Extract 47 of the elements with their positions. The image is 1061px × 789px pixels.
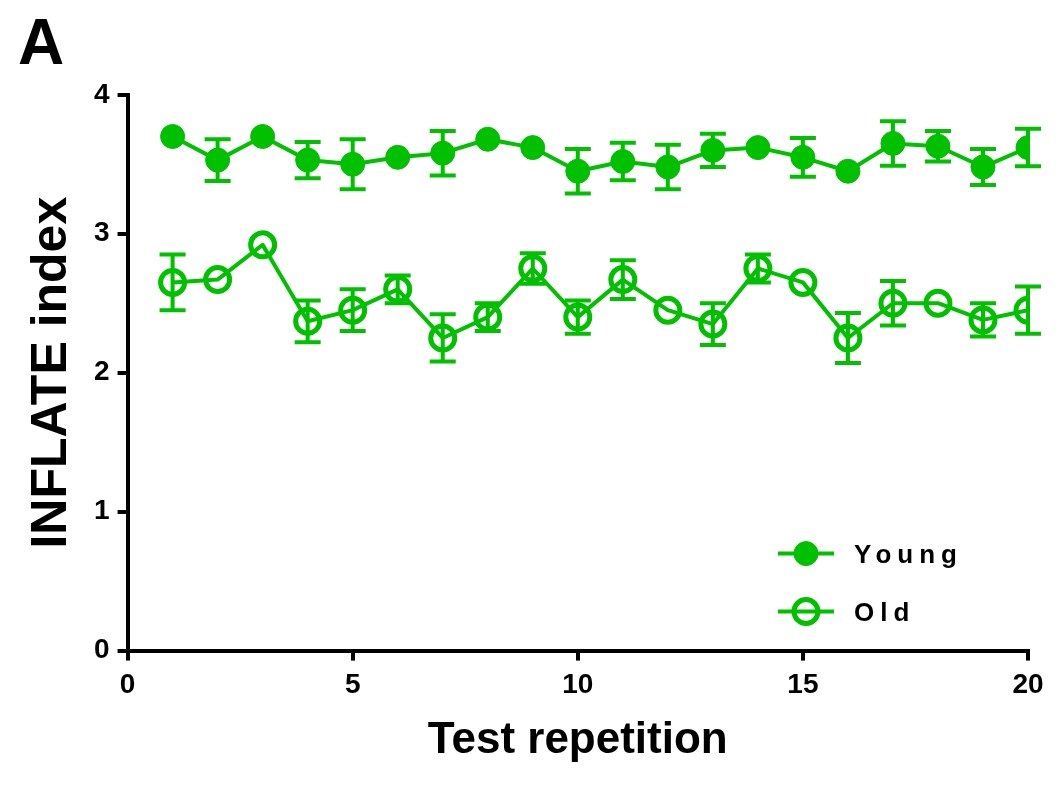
y-tick-label: 0 [93, 633, 110, 665]
point [923, 288, 953, 318]
point [203, 265, 233, 295]
point [878, 288, 908, 318]
point [698, 309, 728, 339]
point [160, 123, 186, 149]
x-axis-title: Test repetition [427, 712, 728, 762]
point [880, 130, 906, 156]
x-tick-label: 20 [1012, 668, 1044, 700]
point [653, 295, 683, 325]
legend-label: Old [854, 596, 916, 627]
point [700, 137, 726, 163]
point [293, 306, 323, 336]
point [610, 149, 636, 174]
point [835, 158, 861, 184]
x-tick-label: 15 [787, 668, 819, 700]
point [430, 140, 456, 166]
x-tick-label: 5 [344, 668, 361, 700]
point [205, 147, 231, 173]
point [250, 123, 276, 149]
point [385, 144, 411, 170]
y-tick-label: 4 [93, 77, 110, 109]
point [833, 323, 863, 353]
point [340, 151, 366, 177]
y-axis-title: INFLATE index [20, 196, 77, 549]
y-tick-label: 3 [93, 216, 110, 248]
point [158, 267, 188, 297]
point [925, 133, 951, 159]
point [565, 158, 591, 184]
point [745, 135, 771, 161]
point [475, 126, 501, 152]
point [608, 265, 638, 295]
point [655, 154, 681, 180]
point [428, 323, 458, 353]
y-tick-label: 1 [93, 494, 110, 526]
legend-label: Young [854, 538, 963, 569]
point [520, 135, 546, 161]
point [295, 147, 321, 173]
point [338, 295, 368, 325]
point [790, 144, 816, 170]
point [970, 154, 996, 180]
x-tick-label: 10 [562, 668, 594, 700]
y-tick-label: 2 [93, 355, 110, 387]
point [248, 230, 278, 260]
x-tick-label: 0 [119, 668, 136, 700]
chart-title: A [18, 6, 65, 79]
point [788, 267, 818, 297]
